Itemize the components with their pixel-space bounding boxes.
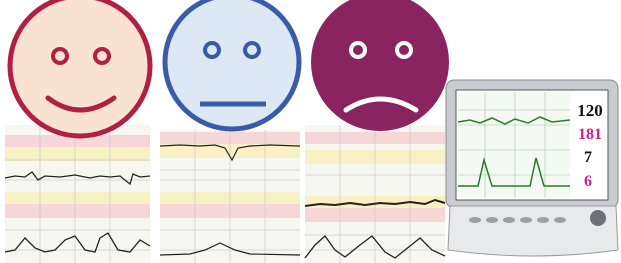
button <box>503 217 515 223</box>
reading: 120 <box>577 101 603 120</box>
face <box>10 0 150 136</box>
reading: 6 <box>584 173 592 190</box>
button <box>537 217 549 223</box>
face <box>311 0 449 131</box>
fetal-monitor: 120 181 7 6 <box>446 80 618 256</box>
button <box>486 217 498 223</box>
scene: 120 181 7 6 <box>0 0 621 263</box>
band-yellow <box>5 192 150 204</box>
ctg-strip <box>160 130 300 263</box>
knob <box>590 210 606 226</box>
reading: 181 <box>578 126 602 143</box>
sad-face <box>311 0 449 131</box>
button <box>469 217 481 223</box>
button <box>554 217 566 223</box>
button <box>520 217 532 223</box>
graph-area <box>458 92 570 198</box>
band-pink <box>5 204 150 218</box>
reading: 7 <box>584 149 592 166</box>
happy-face <box>10 0 150 136</box>
ctg-strip <box>5 125 150 263</box>
band-yellow <box>5 147 150 161</box>
face <box>165 0 299 129</box>
ctg-strip <box>305 125 445 263</box>
neutral-face <box>165 0 299 129</box>
